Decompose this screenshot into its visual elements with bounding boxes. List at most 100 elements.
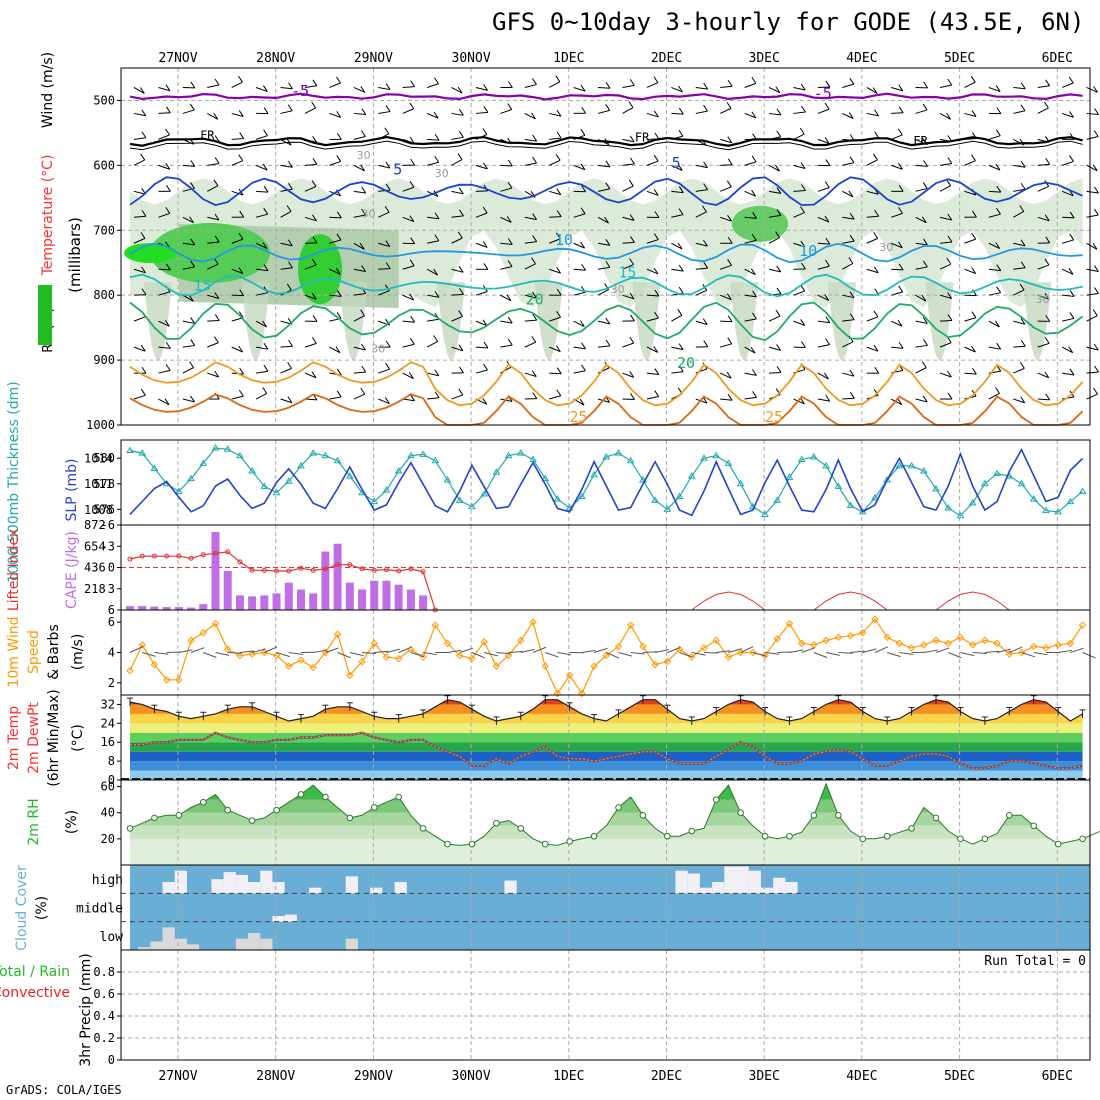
cloud-gap-low bbox=[138, 947, 151, 950]
cloud-level-label: high bbox=[92, 873, 123, 888]
cloud-gap-high bbox=[712, 882, 725, 894]
wind-barb-flag bbox=[629, 371, 635, 378]
thickness-point bbox=[810, 452, 818, 460]
cloud-gap-high bbox=[699, 887, 713, 894]
x-tick-label-bottom: 5DEC bbox=[944, 1069, 975, 1084]
cape-tick-label: 872 bbox=[84, 518, 106, 532]
wind-barb-flag bbox=[678, 365, 684, 372]
wind-barb-flag bbox=[629, 79, 635, 86]
wind-barb bbox=[207, 294, 219, 299]
wind-barb bbox=[426, 268, 438, 276]
wind10-label-2: Speed bbox=[26, 630, 42, 674]
wind-barb-flag bbox=[849, 156, 855, 163]
wind-barb-flag bbox=[727, 158, 733, 166]
thickness-point bbox=[590, 470, 598, 478]
wind-barb-flag bbox=[239, 289, 245, 296]
wind-barb bbox=[451, 190, 464, 195]
wind10-point bbox=[187, 636, 195, 645]
y-tick-label: 0.2 bbox=[93, 1031, 115, 1045]
wind-barb-flag bbox=[385, 340, 391, 348]
wind-barb-flag bbox=[605, 182, 611, 190]
wind-barb bbox=[524, 216, 537, 221]
wind-barb-flag bbox=[1020, 82, 1026, 90]
li-point bbox=[322, 566, 328, 572]
wind10-point bbox=[712, 636, 720, 645]
wind-barb bbox=[304, 185, 317, 192]
thickness-point bbox=[1054, 507, 1063, 515]
wind-barb bbox=[280, 211, 292, 218]
wind-barb bbox=[1062, 239, 1074, 244]
wind-barb bbox=[939, 162, 952, 166]
wind10-point bbox=[602, 651, 610, 660]
wind-barb bbox=[402, 398, 415, 402]
surface-wind-barb bbox=[655, 649, 669, 653]
wind-barb bbox=[231, 346, 243, 353]
wind-barb-flag bbox=[848, 257, 854, 264]
x-tick-label-bottom: 29NOV bbox=[354, 1069, 393, 1084]
wind-barb bbox=[231, 395, 244, 400]
cloud-gap-low bbox=[260, 938, 273, 950]
wind-barb bbox=[353, 242, 365, 250]
wind-barb-flag bbox=[555, 232, 561, 240]
y-tick-label: 800 bbox=[93, 288, 115, 302]
wind-barb-flag bbox=[824, 215, 830, 223]
wind-barb bbox=[793, 290, 805, 296]
slp-tick-label: 1014 bbox=[84, 451, 113, 465]
wind-barb bbox=[720, 343, 732, 348]
wind-barb bbox=[378, 211, 390, 218]
wind-barb bbox=[988, 320, 1000, 328]
thickness-point bbox=[761, 510, 769, 517]
wind-barb-flag bbox=[703, 82, 709, 90]
wind-barb-flag bbox=[703, 261, 709, 269]
surface-wind-barb bbox=[581, 650, 596, 653]
cloud-background bbox=[130, 865, 1090, 950]
wind-barb-flag bbox=[409, 259, 415, 266]
wind-barb bbox=[646, 268, 659, 275]
wind-barb-flag bbox=[970, 75, 976, 83]
wind-barb-flag bbox=[1093, 265, 1099, 272]
wind-barb-flag bbox=[190, 317, 196, 324]
wind-barb-flag bbox=[776, 108, 782, 116]
y-tick-label: -3 bbox=[101, 539, 115, 553]
wind-barb bbox=[255, 213, 268, 218]
wind-barb-flag bbox=[653, 233, 659, 240]
wind-barb-flag bbox=[483, 106, 489, 113]
wind-barb-flag bbox=[288, 339, 293, 347]
cloud-gap-high bbox=[309, 887, 322, 894]
rh-bands bbox=[130, 783, 1090, 865]
page-title: GFS 0~10day 3-hourly for GODE (43.5E, 6N… bbox=[492, 8, 1085, 36]
wind-barb-flag bbox=[507, 81, 513, 88]
wind-barb-flag bbox=[996, 364, 1002, 372]
surface-wind-barb bbox=[129, 646, 143, 653]
thickness-point bbox=[504, 451, 513, 459]
wind-barb-flag bbox=[921, 294, 927, 302]
wind-barb-flag bbox=[703, 340, 709, 347]
wind-barb-flag bbox=[996, 342, 1002, 350]
wind-barb bbox=[671, 214, 684, 218]
thickness-point bbox=[932, 484, 940, 492]
wind-barb bbox=[451, 159, 463, 166]
wind-barb-flag bbox=[312, 136, 318, 143]
wind-barb-flag bbox=[581, 342, 586, 350]
wind-barb-flag bbox=[579, 398, 585, 406]
wind-barb bbox=[1037, 264, 1050, 270]
wind-barb bbox=[304, 372, 317, 379]
rh2m-point bbox=[810, 812, 818, 819]
wind-barb bbox=[524, 341, 536, 348]
wind-barb bbox=[402, 216, 415, 223]
wind-barb-flag bbox=[457, 231, 463, 239]
thickness-point bbox=[577, 492, 586, 500]
wind-barb-flag bbox=[1092, 242, 1098, 250]
wind-barb-flag bbox=[751, 234, 757, 241]
wind-barb bbox=[598, 86, 611, 89]
wind-barb-flag bbox=[1093, 343, 1099, 351]
surface-wind-barb bbox=[459, 647, 474, 653]
wind10-point bbox=[138, 641, 146, 649]
wind-barb-flag bbox=[385, 83, 391, 90]
rh2m-point bbox=[761, 832, 769, 840]
temp-band bbox=[130, 751, 1083, 762]
wind-barb bbox=[1013, 242, 1026, 247]
wind-barb bbox=[353, 214, 366, 218]
cloud-level-label: low bbox=[100, 930, 124, 945]
y-tick-label: 0.6 bbox=[93, 987, 115, 1001]
